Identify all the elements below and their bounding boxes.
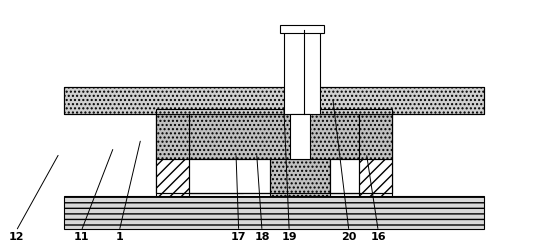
- Bar: [318, 87, 484, 114]
- Bar: [156, 109, 189, 196]
- Bar: [156, 159, 243, 193]
- Bar: [329, 159, 359, 193]
- Text: 11: 11: [73, 232, 89, 242]
- Bar: [189, 159, 270, 193]
- Bar: [189, 109, 359, 159]
- Bar: [156, 109, 392, 193]
- Bar: [270, 159, 329, 196]
- Text: 20: 20: [341, 232, 357, 242]
- Text: 19: 19: [281, 232, 297, 242]
- Bar: [189, 159, 270, 193]
- Text: 17: 17: [231, 232, 247, 242]
- Bar: [284, 30, 319, 114]
- Text: 16: 16: [370, 232, 386, 242]
- Bar: [359, 109, 392, 196]
- Bar: [329, 159, 359, 193]
- Bar: [329, 159, 392, 193]
- Bar: [280, 25, 323, 33]
- Bar: [64, 196, 484, 229]
- Bar: [64, 87, 290, 114]
- Text: 18: 18: [254, 232, 270, 242]
- Bar: [156, 109, 189, 159]
- Text: 12: 12: [8, 232, 24, 242]
- Bar: [290, 114, 310, 159]
- Bar: [318, 87, 484, 114]
- Text: 1: 1: [115, 232, 123, 242]
- Bar: [359, 109, 392, 159]
- Bar: [64, 87, 290, 114]
